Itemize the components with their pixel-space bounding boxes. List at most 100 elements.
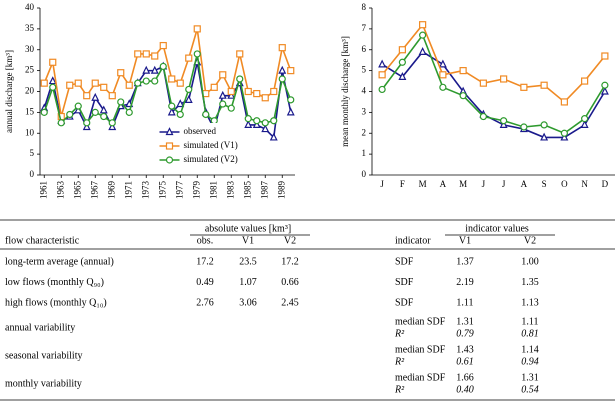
cell: 1.31	[456, 316, 474, 327]
marker	[560, 132, 569, 141]
cell: 1.31	[521, 372, 539, 383]
marker	[398, 46, 406, 54]
cell: 0.81	[521, 328, 539, 339]
cell: 2.45	[281, 297, 299, 308]
marker	[40, 108, 48, 116]
row-label: seasonal variability	[5, 350, 82, 361]
cell: 1.13	[521, 297, 539, 308]
y-tick-label: 5	[362, 65, 367, 75]
y-tick-label: 20	[25, 86, 35, 96]
marker	[176, 110, 184, 119]
y-tick-label: 8	[362, 2, 367, 12]
x-tick-label: D	[602, 179, 609, 189]
marker	[125, 81, 133, 89]
indicator: SDF	[395, 297, 414, 308]
x-tick-label: 1967	[89, 181, 99, 200]
marker	[580, 120, 589, 129]
cell: 0.54	[521, 384, 539, 395]
x-tick-label: N	[581, 179, 588, 189]
marker	[48, 76, 57, 85]
marker	[176, 99, 185, 108]
marker	[74, 79, 82, 87]
marker	[500, 117, 508, 125]
column-header: obs.	[197, 235, 213, 246]
marker	[134, 50, 142, 58]
y-tick-label: 25	[25, 65, 35, 75]
marker	[270, 117, 278, 125]
cell: 1.14	[521, 344, 539, 355]
marker	[193, 50, 201, 58]
marker	[261, 119, 269, 127]
marker	[100, 112, 108, 121]
marker	[150, 65, 159, 74]
cell: 0.94	[521, 356, 539, 367]
x-tick-label: 1979	[191, 181, 201, 200]
indicator: R²	[394, 328, 405, 339]
y-tick-label: 3	[362, 106, 367, 116]
marker	[151, 52, 159, 60]
x-tick-label: 1987	[259, 181, 269, 200]
marker	[378, 85, 386, 94]
y-axis-label: annual discharge [km³]	[4, 50, 14, 133]
marker	[91, 79, 99, 87]
cell: 3.06	[239, 297, 257, 308]
x-tick-label: 1965	[72, 181, 82, 200]
y-tick-label: 7	[362, 23, 367, 33]
marker	[439, 83, 447, 91]
marker	[108, 92, 116, 100]
marker	[253, 117, 261, 125]
column-header: flow characteristic	[5, 235, 80, 246]
marker	[244, 115, 252, 123]
marker	[91, 108, 99, 116]
y-tick-label: 0	[30, 169, 35, 179]
legend-label: observed	[184, 126, 217, 136]
x-tick-label: O	[561, 179, 568, 189]
series-line	[381, 23, 606, 104]
marker	[108, 122, 117, 131]
marker	[459, 67, 467, 75]
column-header: V2	[524, 235, 536, 246]
cell: 2.76	[196, 297, 214, 308]
marker	[108, 119, 116, 127]
cell: 1.00	[521, 256, 539, 267]
marker	[40, 79, 48, 87]
marker	[236, 50, 244, 58]
marker	[439, 71, 447, 79]
group-header: absolute values [km³]	[205, 223, 291, 234]
marker	[270, 87, 278, 96]
y-tick-label: 4	[362, 86, 367, 96]
marker	[278, 65, 287, 74]
x-tick-label: F	[400, 179, 405, 189]
marker	[278, 44, 286, 52]
marker	[185, 54, 193, 62]
y-tick-label: 2	[362, 127, 367, 137]
y-tick-label: 5	[30, 148, 35, 158]
x-tick-label: 1981	[208, 181, 218, 199]
marker	[185, 85, 193, 94]
y-tick-label: 10	[25, 127, 35, 137]
marker	[540, 121, 548, 129]
marker	[398, 58, 406, 66]
row-label: monthly variability	[5, 378, 82, 389]
x-tick-label: 1963	[55, 181, 65, 200]
marker	[252, 120, 261, 129]
marker	[117, 69, 125, 77]
marker	[83, 92, 91, 100]
marker	[520, 83, 528, 91]
marker	[459, 92, 467, 100]
marker	[287, 67, 295, 75]
marker	[159, 41, 167, 50]
marker	[57, 119, 65, 127]
marker	[600, 86, 609, 95]
x-tick-label: A	[440, 179, 447, 189]
marker	[142, 50, 150, 58]
column-header: V1	[242, 235, 254, 246]
marker	[261, 124, 270, 133]
legend-marker	[165, 142, 174, 150]
marker	[83, 119, 91, 127]
marker	[244, 87, 252, 96]
indicator: R²	[394, 356, 405, 367]
x-tick-label: 1983	[225, 181, 235, 200]
x-tick-label: 1989	[276, 181, 286, 200]
x-tick-label: 1961	[38, 181, 48, 199]
